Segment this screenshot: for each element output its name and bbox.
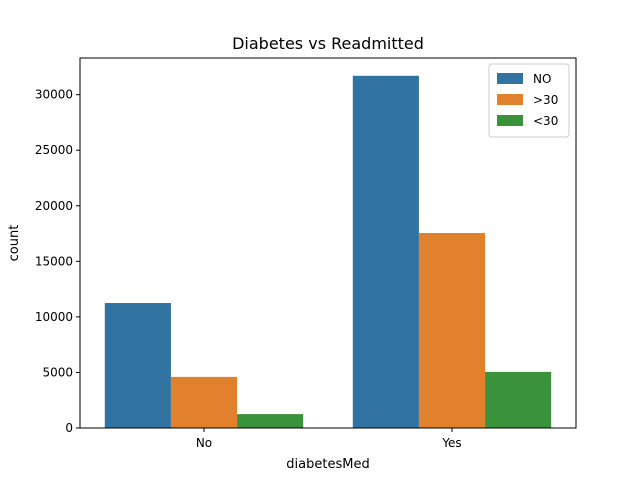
y-tick-label: 5000 — [42, 365, 73, 379]
legend-swatch — [497, 94, 523, 105]
legend-swatch — [497, 115, 523, 126]
y-tick-label: 30000 — [35, 88, 73, 102]
chart-title: Diabetes vs Readmitted — [232, 34, 424, 53]
bar-yes-series-3 — [485, 371, 552, 428]
legend-label: NO — [533, 72, 551, 86]
y-tick-label: 0 — [65, 421, 73, 435]
x-axis-label: diabetesMed — [286, 457, 369, 472]
y-tick-label: 15000 — [35, 254, 73, 268]
bar-yes-series-2 — [418, 233, 486, 428]
y-axis-label: count — [7, 225, 22, 262]
legend-label: >30 — [533, 93, 558, 107]
legend: NO >30 <30 — [488, 63, 570, 138]
bar-no-series-2 — [170, 376, 238, 428]
legend-swatch — [497, 73, 523, 84]
plot-frame — [79, 57, 577, 429]
y-axis-ticks: 0 5000 10000 15000 20000 25000 30000 — [35, 88, 80, 435]
x-tick-label: Yes — [441, 436, 461, 450]
bar-no-series-1 — [104, 303, 171, 428]
y-tick-label: 25000 — [35, 143, 73, 157]
y-tick-label: 20000 — [35, 199, 73, 213]
x-axis-ticks: No Yes — [196, 428, 462, 450]
bar-yes-series-1 — [352, 75, 419, 429]
bar-no-series-3 — [237, 414, 304, 428]
x-tick-label: No — [196, 436, 212, 450]
y-tick-label: 10000 — [35, 310, 73, 324]
legend-label: <30 — [533, 114, 558, 128]
bars-group — [104, 75, 552, 429]
